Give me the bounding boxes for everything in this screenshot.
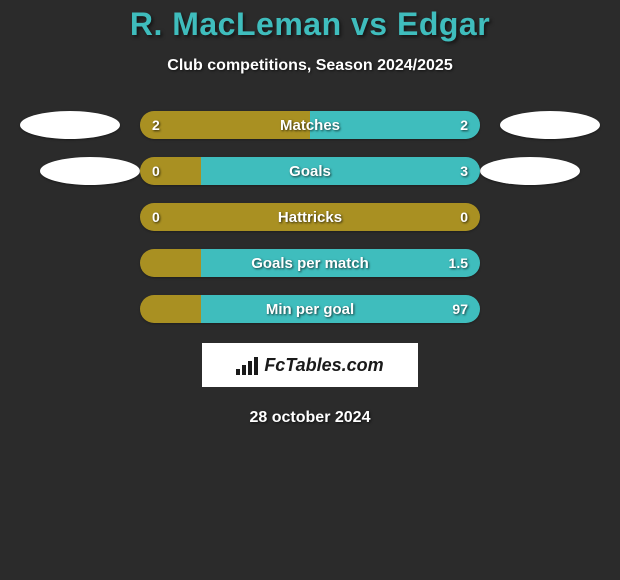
stat-bar: 1.5Goals per match <box>140 249 480 277</box>
stats-comparison-card: R. MacLeman vs Edgar Club competitions, … <box>0 0 620 427</box>
player-left-badge[interactable] <box>20 111 120 139</box>
stat-bar: 03Goals <box>140 157 480 185</box>
stat-row: 97Min per goal <box>0 295 620 323</box>
bar-left-fill <box>140 203 480 231</box>
bar-right-fill <box>310 111 480 139</box>
stat-row: 1.5Goals per match <box>0 249 620 277</box>
bar-left-fill <box>140 157 201 185</box>
bar-left-fill <box>140 295 201 323</box>
stat-bar: 97Min per goal <box>140 295 480 323</box>
stat-row: 00Hattricks <box>0 203 620 231</box>
logo-text: FcTables.com <box>264 355 383 376</box>
bar-right-fill <box>201 157 480 185</box>
stat-bar: 22Matches <box>140 111 480 139</box>
page-title: R. MacLeman vs Edgar <box>0 6 620 43</box>
fctables-logo[interactable]: FcTables.com <box>202 343 418 387</box>
bar-right-fill <box>201 249 480 277</box>
stat-row: 03Goals <box>0 157 620 185</box>
date-label: 28 october 2024 <box>0 409 620 427</box>
stat-bar: 00Hattricks <box>140 203 480 231</box>
bar-left-fill <box>140 111 310 139</box>
subtitle: Club competitions, Season 2024/2025 <box>0 57 620 75</box>
player-left-badge[interactable] <box>40 157 140 185</box>
stat-row: 22Matches <box>0 111 620 139</box>
logo-chart-icon <box>236 355 258 375</box>
stat-rows: 22Matches 03Goals 00Hattricks 1.5Goals per … <box>0 111 620 323</box>
bar-left-fill <box>140 249 201 277</box>
bar-right-fill <box>201 295 480 323</box>
player-right-badge[interactable] <box>500 111 600 139</box>
player-right-badge[interactable] <box>480 157 580 185</box>
